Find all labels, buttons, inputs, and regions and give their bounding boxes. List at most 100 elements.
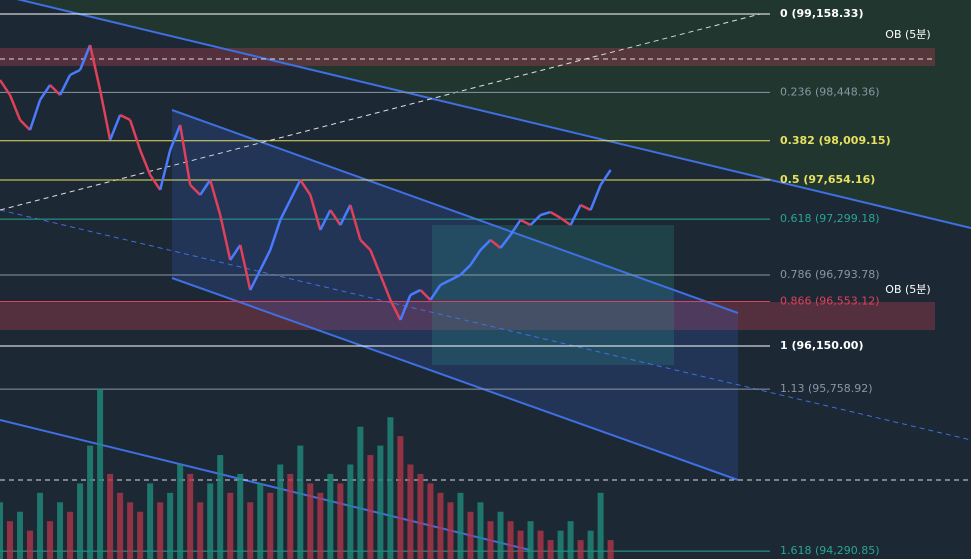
volume-bar (287, 473, 294, 559)
volume-bar (427, 483, 434, 559)
price-segment (409, 288, 421, 297)
price-segment (509, 219, 522, 236)
volume-bar (77, 483, 84, 559)
volume-bar (327, 473, 334, 559)
volume-bar (147, 483, 154, 559)
volume-bar (397, 436, 404, 559)
price-segment (319, 209, 332, 231)
fib-label: 0.866 (96,553.12) (780, 295, 880, 308)
price-segment (98, 89, 112, 141)
volume-bar (27, 530, 34, 559)
volume-bar (107, 473, 114, 559)
volume-bar (87, 445, 94, 559)
price-segment (489, 238, 502, 249)
price-segment (19, 119, 31, 131)
price-segment (58, 74, 72, 96)
price-segment (599, 169, 612, 186)
volume-bar (597, 492, 604, 559)
price-segment (359, 239, 372, 251)
volume-bar (547, 540, 554, 559)
price-segment (28, 99, 42, 131)
price-segment (279, 199, 292, 221)
volume-bar (137, 511, 144, 559)
upper-zone (0, 0, 971, 228)
price-segment (449, 273, 462, 282)
volume-bar (97, 388, 104, 559)
volume-bar (497, 511, 504, 559)
annotation: OB (5분) (885, 28, 930, 41)
trend-line (16, 0, 971, 229)
price-segment (289, 179, 302, 201)
volume-bar (177, 464, 184, 559)
volume-bar (317, 492, 324, 559)
fib-label: 1.618 (94,290.85) (780, 544, 880, 557)
ob-zone (0, 302, 935, 330)
price-segment (8, 94, 22, 121)
fib-label: 0 (99,158.33) (780, 7, 863, 20)
price-segment (349, 204, 362, 241)
price-segment (299, 179, 312, 196)
price-segment (108, 114, 122, 141)
price-segment (379, 274, 392, 301)
volume-bar (457, 492, 464, 559)
volume-bar (517, 530, 524, 559)
volume-bar (507, 521, 514, 559)
fib-label: 0.236 (98,448.36) (780, 85, 880, 98)
volume-bar (407, 464, 414, 559)
volume-bar (567, 521, 574, 559)
box-zone (432, 225, 674, 365)
price-segment (178, 124, 192, 186)
volume-bar (307, 483, 314, 559)
volume-bar (237, 473, 244, 559)
volume-bar (417, 473, 424, 559)
volume-bar (197, 502, 204, 559)
price-segment (0, 79, 12, 96)
ob-zone (0, 48, 935, 66)
price-segment (389, 299, 402, 321)
volume-bar (207, 483, 214, 559)
volume-bar (37, 492, 44, 559)
price-segment (259, 249, 272, 271)
price-segment (479, 239, 492, 251)
price-segment (339, 204, 352, 226)
volume-bar (347, 464, 354, 559)
volume-bar (437, 492, 444, 559)
price-segment (69, 68, 81, 77)
price-segment (369, 249, 382, 276)
volume-bar (7, 521, 14, 559)
volume-bar (127, 502, 134, 559)
fib-label: 1 (96,150.00) (780, 339, 863, 352)
volume-bar (47, 521, 54, 559)
price-segment (149, 174, 162, 191)
price-segment (219, 214, 232, 261)
volume-bar (387, 417, 394, 559)
fib-label: 1.13 (95,758.92) (780, 382, 873, 395)
volume-bar (267, 492, 274, 559)
volume-bar (487, 521, 494, 559)
price-segment (309, 194, 322, 231)
volume-bar (0, 502, 3, 559)
price-segment (119, 113, 131, 122)
volume-bar (17, 511, 24, 559)
volume-bar (587, 530, 594, 559)
volume-bar (157, 502, 164, 559)
volume-bar (257, 483, 264, 559)
price-segment (88, 44, 102, 91)
price-segment (49, 84, 61, 96)
price-segment (329, 209, 342, 226)
price-segment (239, 244, 252, 291)
price-segment (559, 216, 572, 227)
price-segment (128, 119, 142, 151)
price-segment (519, 218, 532, 227)
volume-bar (367, 455, 374, 559)
price-segment (399, 294, 412, 321)
price-segment (169, 124, 182, 151)
fib-label: 0.382 (98,009.15) (780, 134, 891, 147)
price-segment (499, 234, 512, 249)
channel-bottom (171, 277, 739, 481)
price-segment (419, 289, 432, 301)
price-segment (540, 210, 551, 217)
price-segment (469, 249, 482, 266)
price-segment (569, 204, 582, 226)
volume-bar (247, 502, 254, 559)
